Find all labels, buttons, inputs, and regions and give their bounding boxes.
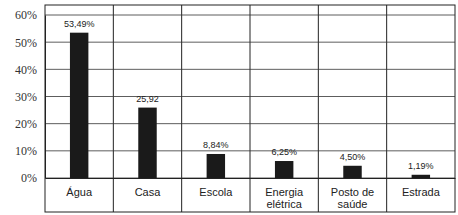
bar (412, 175, 430, 178)
x-tick-label: Escola (199, 186, 233, 198)
x-tick-label-line: saúde (338, 198, 368, 210)
grid-line (45, 42, 455, 43)
x-tick-label: Água (66, 186, 93, 198)
bar (207, 154, 225, 178)
grid (45, 15, 455, 178)
bars (70, 33, 430, 178)
y-tick: 30% (15, 90, 45, 104)
data-label: 8,84% (203, 140, 229, 150)
y-axis: 0% 10% 20% 30% 40% 50% 60% (15, 8, 46, 185)
x-tick: Água (66, 178, 93, 198)
y-tick: 40% (15, 63, 45, 77)
x-tick-label-line: Energia (265, 186, 304, 198)
x-tick-label-line: Casa (135, 186, 162, 198)
x-tick-label: Estrada (402, 186, 441, 198)
grid-line (45, 178, 455, 179)
y-tick-label: 20% (15, 117, 37, 131)
x-tick: Posto desaúde (331, 178, 374, 210)
x-tick-label-line: Água (66, 186, 93, 198)
separator (181, 5, 182, 212)
data-label: 4,50% (340, 152, 366, 162)
y-axis-line (45, 16, 46, 179)
data-label: 6,25% (271, 147, 297, 157)
x-tick-label-line: Estrada (402, 186, 441, 198)
y-tick: 0% (21, 171, 45, 185)
bar (70, 33, 88, 178)
separator (250, 5, 251, 212)
x-axis: Água Casa Escola Energiaelétrica Posto desaú… (46, 178, 456, 210)
x-tick-label-line: elétrica (266, 198, 302, 210)
x-tick-label-line: Posto de (331, 186, 374, 198)
x-tick: Casa (135, 178, 162, 198)
x-axis-line (46, 178, 456, 179)
grid-line (45, 96, 455, 97)
chart: 0% 10% 20% 30% 40% 50% 60% Água Casa Escola Energi… (0, 0, 458, 215)
grid-line (45, 15, 455, 16)
y-tick-label: 40% (15, 63, 37, 77)
y-tick-label: 50% (15, 36, 37, 50)
bar (138, 108, 156, 178)
x-tick-label-line: Escola (199, 186, 233, 198)
y-tick: 20% (15, 117, 45, 131)
x-tick: Escola (199, 178, 233, 198)
separator (386, 5, 387, 212)
data-label: 1,19% (408, 161, 434, 171)
y-tick-label: 60% (15, 8, 37, 22)
grid-line (45, 69, 455, 70)
y-tick-label: 0% (21, 171, 37, 185)
y-tick: 10% (15, 144, 45, 158)
grid-line (45, 123, 455, 124)
bar (343, 166, 361, 178)
grid-line (45, 150, 455, 151)
data-labels: 53,49% 25,92 8,84% 6,25% 4,50% 1,19% (64, 19, 434, 171)
y-tick: 60% (15, 8, 45, 22)
x-tick-label: Casa (135, 186, 162, 198)
x-tick: Energiaelétrica (265, 178, 304, 210)
bar (275, 161, 293, 178)
y-tick-label: 30% (15, 90, 37, 104)
separator (113, 5, 114, 212)
separator (318, 5, 319, 212)
x-tick-label: Posto desaúde (331, 186, 374, 210)
y-tick: 50% (15, 36, 45, 50)
y-tick-label: 10% (15, 144, 37, 158)
x-tick: Estrada (402, 178, 441, 198)
data-label: 53,49% (64, 19, 95, 29)
x-tick-label: Energiaelétrica (265, 186, 304, 210)
data-label: 25,92 (136, 94, 159, 104)
frame (45, 5, 455, 212)
